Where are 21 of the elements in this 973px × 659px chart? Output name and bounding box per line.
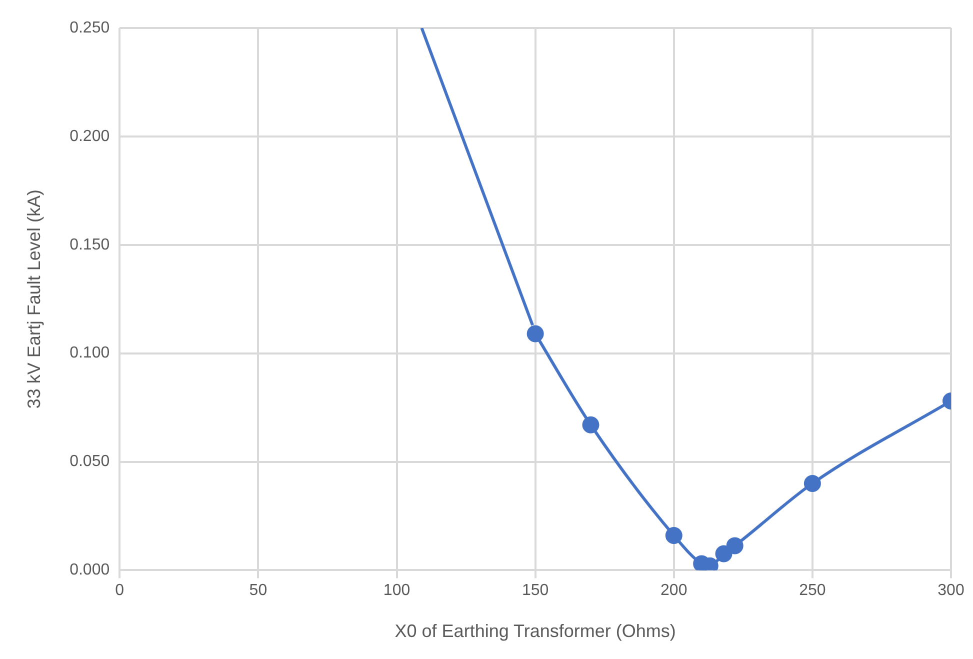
y-tick-label: 0.150 <box>70 236 110 254</box>
point <box>526 325 544 342</box>
point <box>582 416 600 434</box>
x-tick-label: 200 <box>660 582 688 600</box>
y-tick-label: 0.000 <box>70 562 110 579</box>
point <box>665 527 682 544</box>
x-tick-label: 100 <box>383 582 410 600</box>
x-tick-label: 50 <box>249 582 268 600</box>
y-tick-label: 0.050 <box>70 453 110 470</box>
point <box>726 537 744 554</box>
y-tick-label: 0.100 <box>70 344 110 362</box>
x-axis-title: X0 of Earthing Transformer (Ohms) <box>394 621 676 642</box>
x-tick-label: 150 <box>522 582 549 600</box>
y-tick-label: 0.200 <box>70 128 110 145</box>
y-tick-label: 0.250 <box>70 19 110 36</box>
x-tick-label: 300 <box>938 582 964 600</box>
x-tick-label: 0 <box>115 582 124 600</box>
y-axis-title: 33 kV Eartj Fault Level (kA) <box>24 190 44 409</box>
point <box>804 474 821 492</box>
point <box>715 545 732 562</box>
x-tick-label: 250 <box>799 582 826 600</box>
